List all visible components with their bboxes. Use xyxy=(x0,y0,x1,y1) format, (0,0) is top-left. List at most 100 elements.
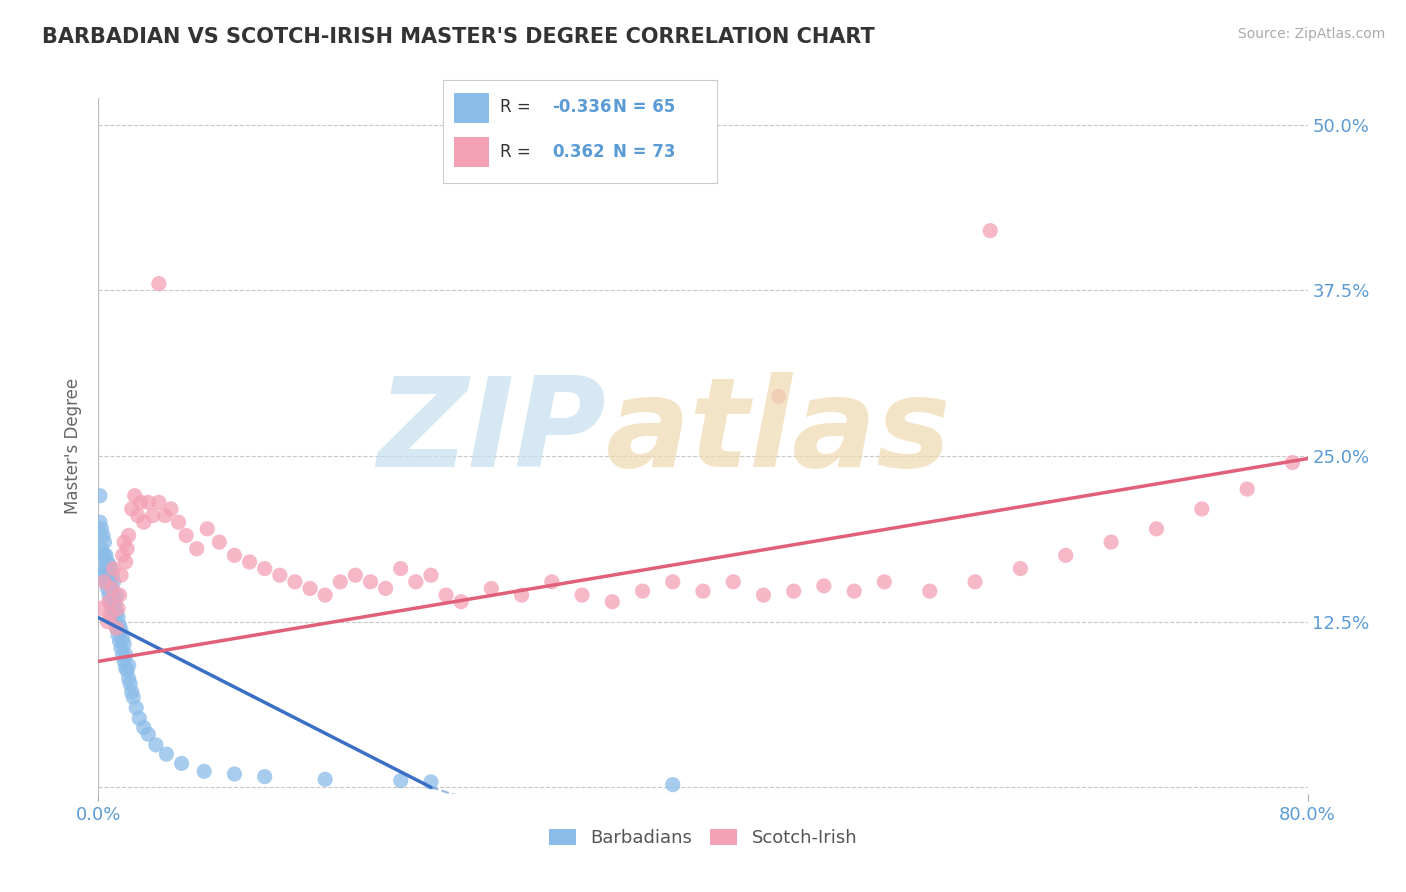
Point xyxy=(129,495,152,509)
Point xyxy=(118,528,141,542)
Point xyxy=(108,634,131,648)
Point xyxy=(101,584,124,599)
Point xyxy=(91,528,114,542)
Point xyxy=(374,582,396,596)
Point xyxy=(96,582,118,596)
Point xyxy=(148,495,170,509)
Text: R =: R = xyxy=(501,98,537,117)
Point xyxy=(93,568,115,582)
Point xyxy=(873,574,896,589)
Point xyxy=(481,582,503,596)
Point xyxy=(269,568,291,582)
Point xyxy=(148,277,170,291)
Point xyxy=(170,756,193,771)
Point xyxy=(90,522,112,536)
Text: 0.362: 0.362 xyxy=(553,143,605,161)
Point xyxy=(979,224,1001,238)
Point xyxy=(105,605,128,619)
Point xyxy=(768,389,790,403)
Point xyxy=(104,598,127,612)
Point xyxy=(450,595,472,609)
Point xyxy=(118,658,141,673)
Point xyxy=(105,621,128,635)
Point xyxy=(918,584,941,599)
Point xyxy=(98,571,121,585)
Point xyxy=(110,641,132,656)
Point xyxy=(98,588,121,602)
Point xyxy=(110,568,132,582)
Point xyxy=(98,595,121,609)
Point xyxy=(105,621,128,635)
Point xyxy=(107,601,129,615)
Point xyxy=(224,767,246,781)
Point xyxy=(224,549,246,563)
Point xyxy=(101,582,124,596)
Point xyxy=(692,584,714,599)
Point xyxy=(108,588,131,602)
Point xyxy=(98,558,121,572)
Point xyxy=(299,582,322,596)
Point xyxy=(571,588,593,602)
Point xyxy=(1236,482,1258,496)
Point xyxy=(124,489,146,503)
Point xyxy=(94,574,117,589)
Y-axis label: Master's Degree: Master's Degree xyxy=(65,378,83,514)
Point xyxy=(107,610,129,624)
Point xyxy=(284,574,307,589)
Point xyxy=(253,770,276,784)
Point xyxy=(661,574,683,589)
Text: R =: R = xyxy=(501,143,537,161)
Point xyxy=(108,618,131,632)
Point xyxy=(142,508,165,523)
Point xyxy=(239,555,262,569)
Point xyxy=(121,502,143,516)
Point xyxy=(100,607,122,622)
Point xyxy=(114,648,136,662)
Point xyxy=(93,574,115,589)
Point xyxy=(111,648,134,662)
Point xyxy=(127,508,149,523)
Point xyxy=(145,738,167,752)
Point xyxy=(103,592,125,607)
Text: N = 73: N = 73 xyxy=(613,143,675,161)
Point xyxy=(118,672,141,686)
Point xyxy=(100,561,122,575)
Point xyxy=(314,588,336,602)
Point xyxy=(783,584,806,599)
Point xyxy=(132,515,155,529)
Point xyxy=(91,561,114,575)
Point xyxy=(314,772,336,787)
Point xyxy=(96,555,118,569)
Point xyxy=(510,588,533,602)
Point xyxy=(101,568,124,582)
Point xyxy=(112,654,135,668)
Point xyxy=(752,588,775,602)
Point xyxy=(110,624,132,638)
Point xyxy=(121,685,143,699)
Text: Source: ZipAtlas.com: Source: ZipAtlas.com xyxy=(1237,27,1385,41)
Point xyxy=(1099,535,1122,549)
Text: N = 65: N = 65 xyxy=(613,98,675,117)
Point xyxy=(103,574,125,589)
Point xyxy=(167,515,190,529)
Point xyxy=(104,615,127,629)
Point xyxy=(155,747,177,761)
Point xyxy=(405,574,427,589)
Point xyxy=(136,727,159,741)
Point xyxy=(1054,549,1077,563)
Point xyxy=(1191,502,1213,516)
Point xyxy=(111,549,134,563)
Text: BARBADIAN VS SCOTCH-IRISH MASTER'S DEGREE CORRELATION CHART: BARBADIAN VS SCOTCH-IRISH MASTER'S DEGRE… xyxy=(42,27,875,46)
Point xyxy=(195,522,218,536)
Point xyxy=(602,595,624,609)
Point xyxy=(107,628,129,642)
Point xyxy=(89,515,111,529)
Point xyxy=(420,775,443,789)
Point xyxy=(96,568,118,582)
Point xyxy=(136,495,159,509)
Point xyxy=(1010,561,1032,575)
Point xyxy=(115,541,138,556)
Point xyxy=(94,549,117,563)
Point xyxy=(103,607,125,622)
Point xyxy=(420,568,443,582)
